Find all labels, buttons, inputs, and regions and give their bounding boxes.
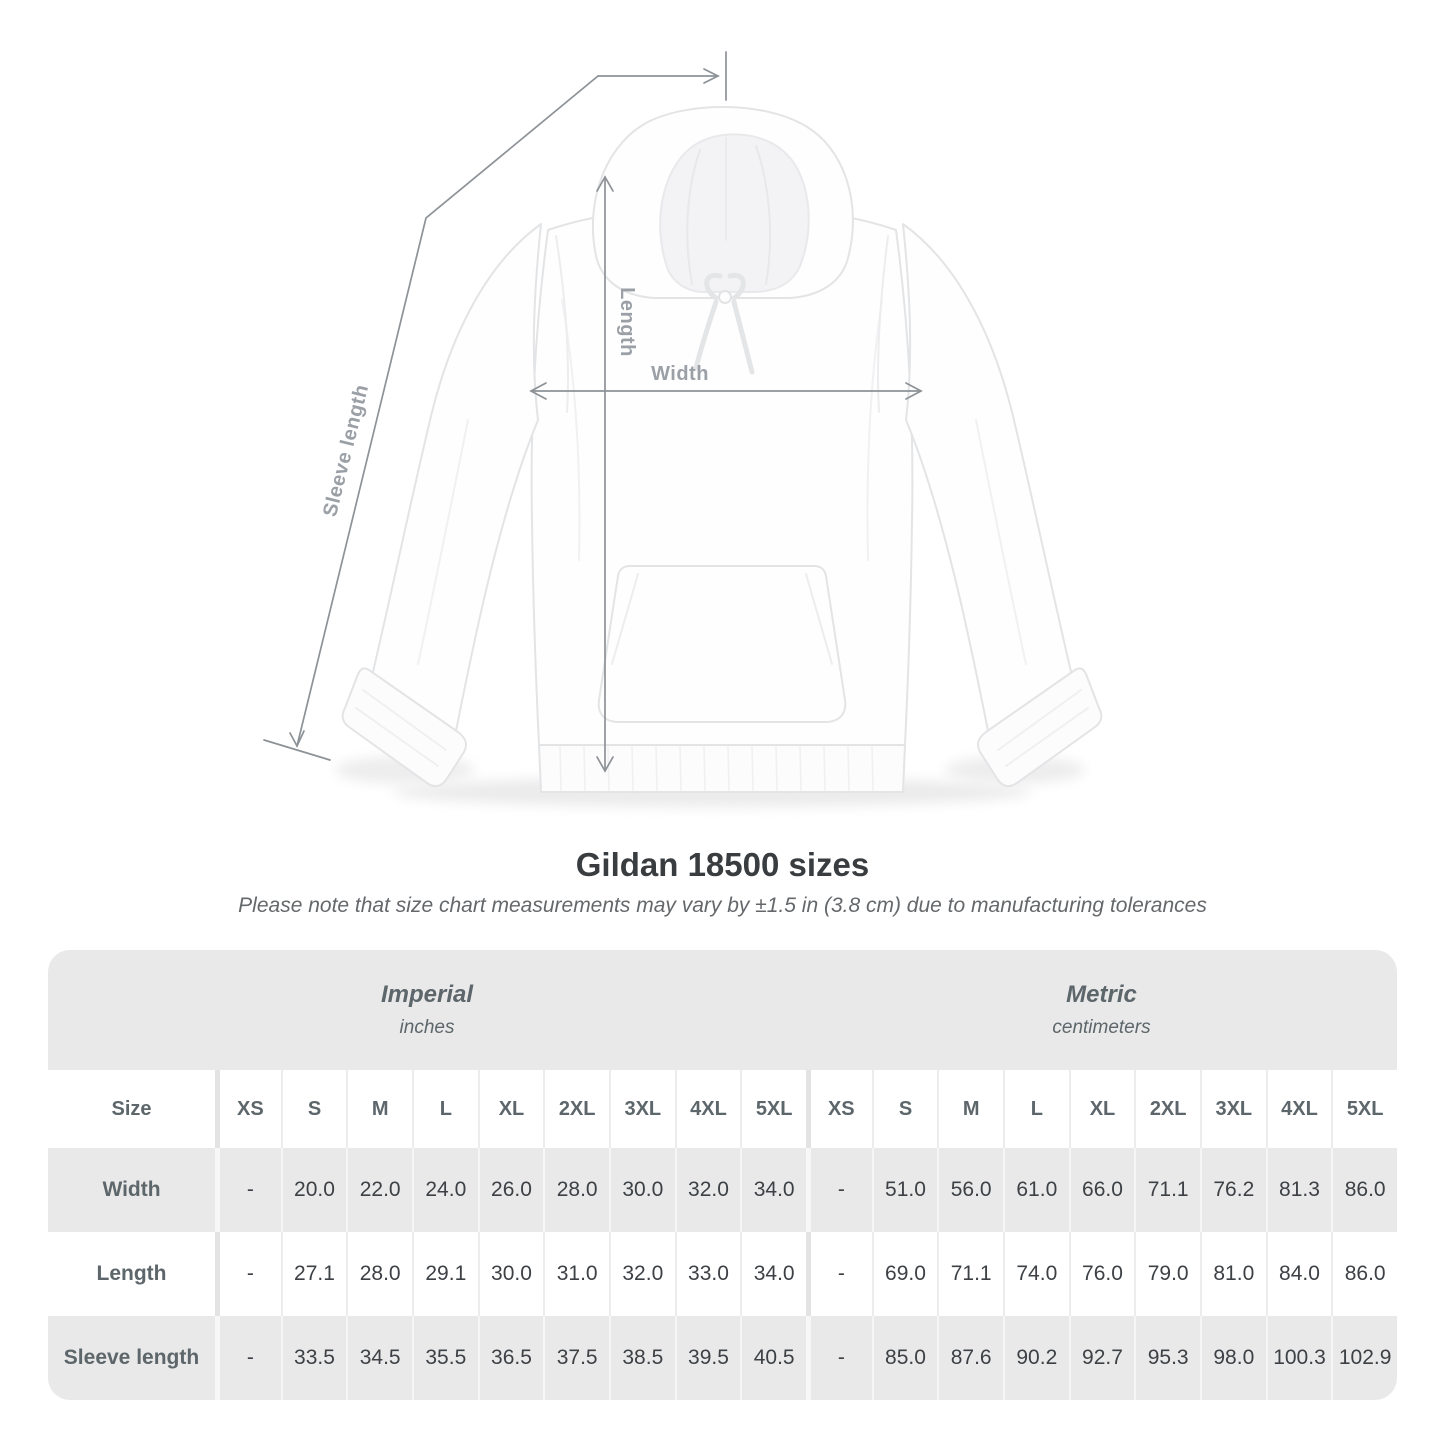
size-header-s: S [280, 1070, 347, 1148]
value-cell: 71.1 [937, 1232, 1003, 1316]
value-cell: 38.5 [608, 1316, 675, 1400]
value-cell: 30.0 [477, 1232, 544, 1316]
value-cell: - [805, 1232, 872, 1316]
size-header-l: L [411, 1070, 478, 1148]
value-cell: 28.0 [543, 1148, 609, 1232]
value-cell: 71.1 [1134, 1148, 1200, 1232]
value-cell: 27.1 [280, 1232, 347, 1316]
value-cell: 98.0 [1199, 1316, 1266, 1400]
value-cell: 69.0 [871, 1232, 938, 1316]
value-cell: 33.0 [674, 1232, 741, 1316]
hoodie-pocket [597, 565, 847, 723]
value-cell: 28.0 [346, 1232, 412, 1316]
value-cell: 35.5 [411, 1316, 478, 1400]
value-cell: 36.5 [477, 1316, 544, 1400]
value-cell: 86.0 [1331, 1232, 1397, 1316]
row-label-length: Length [48, 1232, 215, 1316]
value-cell: 34.0 [740, 1148, 806, 1232]
width-line [529, 382, 923, 400]
value-cell: 84.0 [1265, 1232, 1332, 1316]
value-cell: - [215, 1232, 281, 1316]
size-header-3xl: 3XL [608, 1070, 675, 1148]
value-cell: 31.0 [543, 1232, 609, 1316]
value-cell: 74.0 [1002, 1232, 1069, 1316]
size-header-2xl: 2XL [543, 1070, 609, 1148]
hoodie-hood-opening [659, 133, 810, 293]
value-cell: 85.0 [871, 1316, 938, 1400]
size-header-l: L [1002, 1070, 1069, 1148]
size-header-3xl: 3XL [1199, 1070, 1266, 1148]
value-cell: - [805, 1316, 872, 1400]
value-cell: 40.5 [740, 1316, 806, 1400]
size-header-4xl: 4XL [674, 1070, 741, 1148]
size-header-xl: XL [477, 1070, 544, 1148]
value-cell: - [215, 1316, 281, 1400]
value-cell: 22.0 [346, 1148, 412, 1232]
row-label-sleeve-length: Sleeve length [48, 1316, 215, 1400]
value-cell: 30.0 [608, 1148, 675, 1232]
size-header-4xl: 4XL [1265, 1070, 1332, 1148]
value-cell: 95.3 [1134, 1316, 1200, 1400]
sleeve-length-line [263, 51, 727, 761]
value-cell: 20.0 [280, 1148, 347, 1232]
group-label: Imperial [380, 981, 474, 1008]
value-cell: 34.5 [346, 1316, 412, 1400]
sleeve-length-label: Sleeve length [319, 382, 373, 519]
size-header-xl: XL [1068, 1070, 1135, 1148]
size-column-header: Size [48, 1070, 215, 1148]
length-line [596, 175, 614, 773]
length-label: Length [616, 287, 638, 357]
value-cell: 102.9 [1331, 1316, 1397, 1400]
value-cell: 29.1 [411, 1232, 478, 1316]
width-label: Width [651, 363, 709, 385]
value-cell: 79.0 [1134, 1232, 1200, 1316]
group-header-imperial: Imperial inches [48, 950, 806, 1070]
size-header-xs: XS [215, 1070, 281, 1148]
hoodie-measurement-diagram: Width Length Sleeve length [263, 51, 1103, 807]
row-label-width: Width [48, 1148, 215, 1232]
value-cell: 61.0 [1002, 1148, 1069, 1232]
value-cell: 32.0 [674, 1148, 741, 1232]
group-unit: inches [399, 1017, 455, 1038]
value-cell: 39.5 [674, 1316, 741, 1400]
size-header-s: S [871, 1070, 938, 1148]
value-cell: 100.3 [1265, 1316, 1332, 1400]
size-header-2xl: 2XL [1134, 1070, 1200, 1148]
value-cell: 92.7 [1068, 1316, 1135, 1400]
size-header-5xl: 5XL [740, 1070, 806, 1148]
size-header-xs: XS [805, 1070, 872, 1148]
tolerance-note: Please note that size chart measurements… [238, 894, 1207, 917]
value-cell: 81.3 [1265, 1148, 1332, 1232]
hoodie-waistband [538, 744, 906, 793]
value-cell: 66.0 [1068, 1148, 1135, 1232]
value-cell: 37.5 [543, 1316, 609, 1400]
value-cell: 76.0 [1068, 1232, 1135, 1316]
value-cell: 24.0 [411, 1148, 478, 1232]
value-cell: 26.0 [477, 1148, 544, 1232]
group-label: Metric [1066, 981, 1137, 1008]
value-cell: 34.0 [740, 1232, 806, 1316]
measurement-lines [263, 51, 923, 773]
value-cell: 81.0 [1199, 1232, 1266, 1316]
size-header-5xl: 5XL [1331, 1070, 1397, 1148]
value-cell: 87.6 [937, 1316, 1003, 1400]
value-cell: 76.2 [1199, 1148, 1266, 1232]
hoodie-image [341, 105, 1103, 793]
size-header-m: M [346, 1070, 412, 1148]
value-cell: 86.0 [1331, 1148, 1397, 1232]
hoodie-drawstrings [693, 272, 755, 375]
value-cell: 33.5 [280, 1316, 347, 1400]
group-header-metric: Metric centimeters [805, 950, 1397, 1070]
value-cell: 51.0 [871, 1148, 938, 1232]
page-title: Gildan 18500 sizes [575, 846, 870, 883]
value-cell: 56.0 [937, 1148, 1003, 1232]
size-table: Imperial inches Metric centimeters Size XS S M L… [48, 950, 1397, 1400]
group-unit: centimeters [1052, 1017, 1151, 1038]
value-cell: 90.2 [1002, 1316, 1069, 1400]
value-cell: - [805, 1148, 872, 1232]
value-cell: - [215, 1148, 281, 1232]
size-header-m: M [937, 1070, 1003, 1148]
value-cell: 32.0 [608, 1232, 675, 1316]
